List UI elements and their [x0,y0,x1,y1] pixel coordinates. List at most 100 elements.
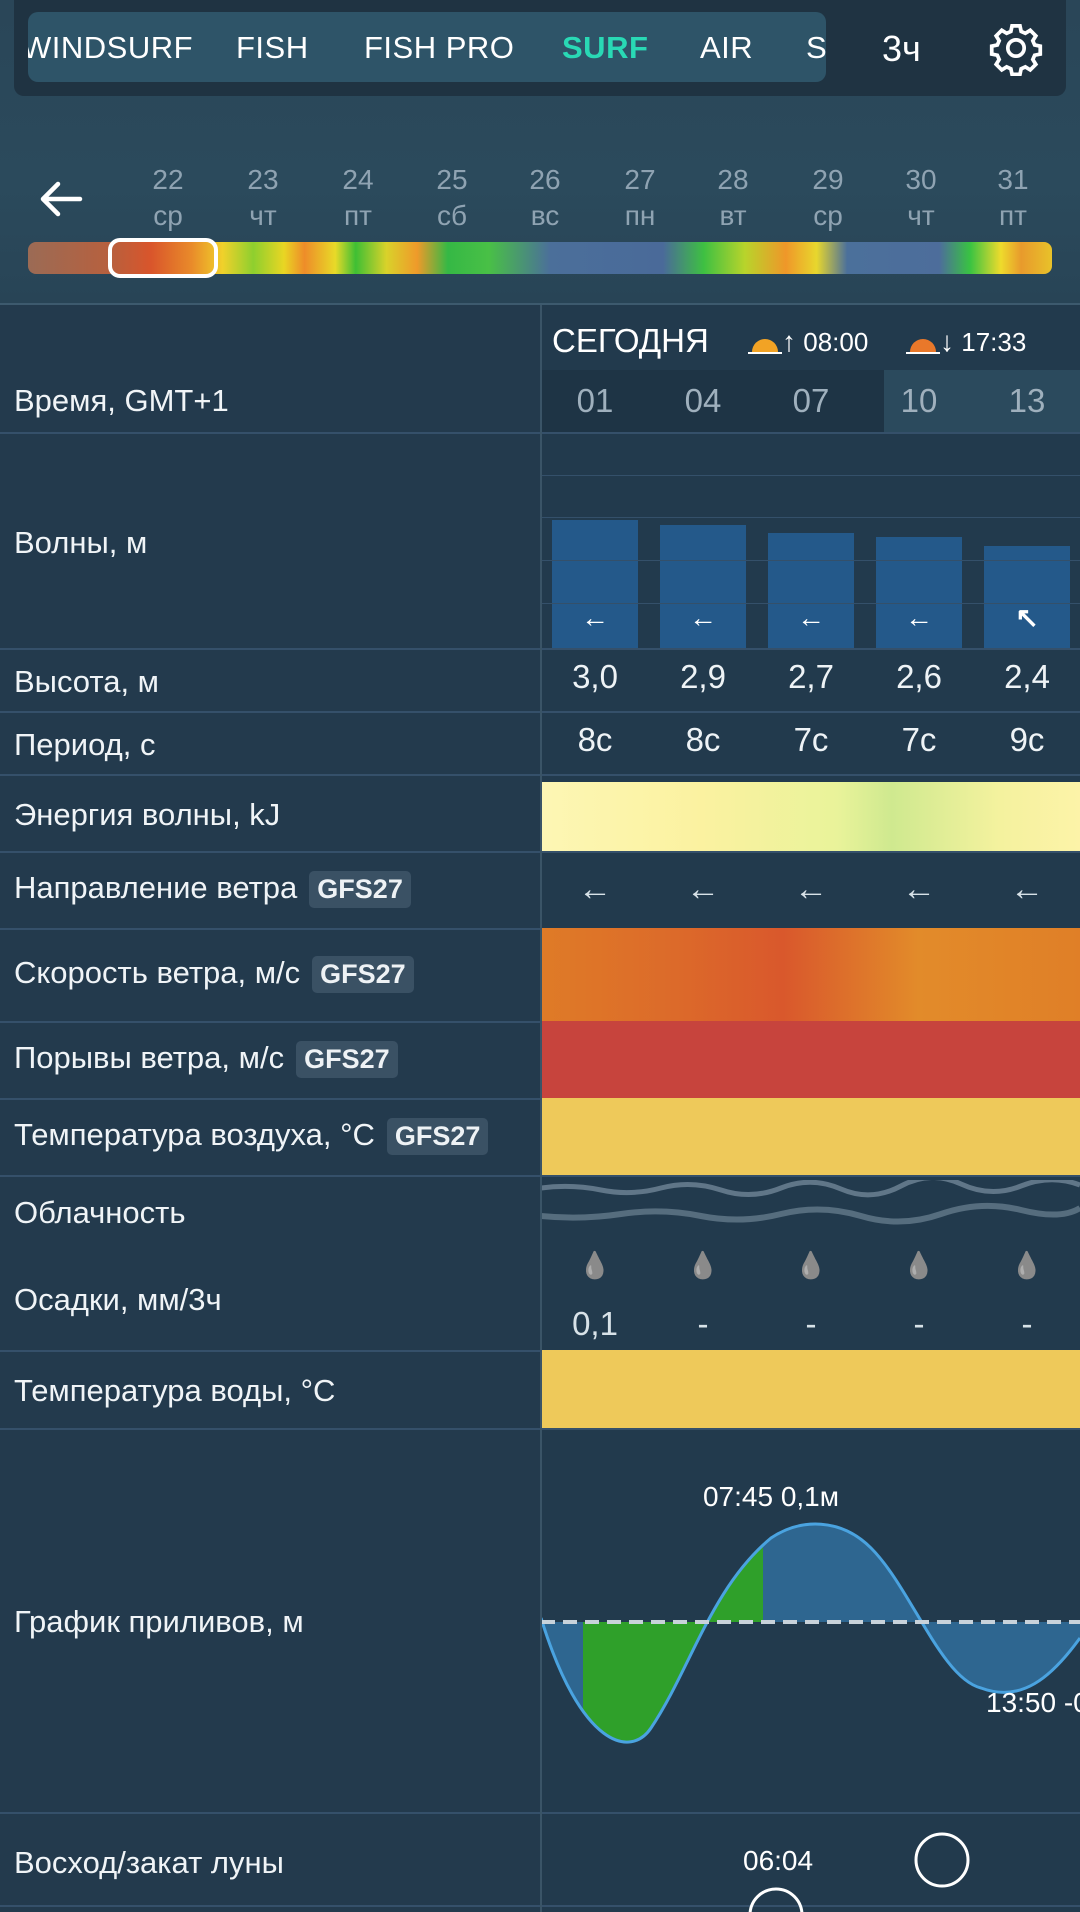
model-badge[interactable]: GFS27 [309,871,411,908]
day-31[interactable]: 31 пт [978,162,1048,234]
label-air-temp-text: Температура воздуха, °C [14,1117,375,1152]
wind-speed-band [541,928,1080,1021]
model-badge[interactable]: GFS27 [312,956,414,993]
moon-phase-icon [914,1832,970,1888]
precip-value: - [1021,1305,1033,1342]
day-number: 23 [247,164,279,195]
sunset-time: 17:33 [961,327,1027,357]
wave-height-value: 2,9 [680,658,726,695]
day-23[interactable]: 23 чт [228,162,298,234]
sunrise-arrow-icon: ↑ [782,326,796,357]
moon-time: 06:04 [743,1845,814,1876]
wave-height-value: 2,7 [788,658,834,695]
label-moon: Восход/закат луны [14,1845,284,1880]
sunrise-icon [748,339,782,355]
label-wind-direction: Направление ветра GFS27 [14,870,411,908]
raindrop-icon: 💧 [902,1250,936,1280]
tab-surf[interactable]: SURF [562,30,649,65]
timeline-selection-window[interactable] [108,238,218,278]
wave-bar: ← [876,537,962,648]
tab-air[interactable]: AIR [700,30,754,65]
tab-fish[interactable]: FISH [236,30,309,65]
wave-bar: ← [660,525,746,648]
day-number: 26 [529,164,561,195]
day-weekday: ср [813,200,843,231]
night-hours-band [541,370,884,432]
day-28[interactable]: 28 вт [698,162,768,234]
wave-height-value: 2,6 [896,658,942,695]
today-label: СЕГОДНЯ [552,322,709,359]
day-weekday: сб [436,200,468,231]
row-labels-column [0,305,540,1912]
cloud-cover-graphic [541,1180,1080,1225]
day-weekday: пт [344,200,372,231]
label-period: Период, с [14,727,156,762]
raindrop-icon: 💧 [1010,1250,1044,1280]
wave-bar: ← [552,520,638,648]
hour-cell: 01 [576,382,614,419]
day-25[interactable]: 25 сб [417,162,487,234]
back-arrow-icon[interactable] [36,174,86,224]
tab-fish-pro[interactable]: FISH PRO [364,30,515,65]
forecast-timeline-strip[interactable] [28,242,1052,274]
tide-low-label: 13:50 -0 [986,1687,1080,1718]
label-height: Высота, м [14,664,159,699]
wave-bar: ↖ [984,546,1070,648]
wave-period-value: 8с [685,721,721,758]
moon-rise-icon [748,1887,804,1912]
label-precip: Осадки, мм/3ч [14,1282,222,1317]
tide-high-label: 07:45 0,1м [703,1481,839,1512]
label-air-temp: Температура воздуха, °C GFS27 [14,1117,489,1155]
day-weekday: вт [719,200,747,231]
day-29[interactable]: 29 ср [793,162,863,234]
day-27[interactable]: 27 пн [605,162,675,234]
day-weekday: чт [249,200,277,231]
gear-icon[interactable] [988,20,1044,76]
wind-direction-icon: ← [902,870,936,908]
divider [0,303,1080,305]
wave-direction-icon: ← [905,602,933,633]
precip-value: - [697,1305,709,1342]
day-number: 28 [717,164,749,195]
label-time: Время, GMT+1 [14,383,229,418]
label-waves: Волны, м [14,525,148,560]
day-weekday: ср [153,200,183,231]
tab-more[interactable]: S [806,30,826,65]
model-badge[interactable]: GFS27 [386,1118,489,1155]
sunset-arrow-icon: ↓ [940,326,954,357]
day-26[interactable]: 26 вс [510,162,580,234]
day-30[interactable]: 30 чт [886,162,956,234]
mode-tabs: WINDSURF FISH FISH PRO SURF AIR S [28,12,826,82]
wind-direction-icon: ← [1010,870,1044,908]
tide-chart: 07:45 0,1м 13:50 -0 [541,1481,1080,1744]
day-weekday: вс [530,200,560,231]
wave-period-value: 7с [901,721,937,758]
tide-curve [541,1522,1080,1744]
column-divider [540,305,542,1912]
label-clouds: Облачность [14,1195,186,1230]
day-number: 27 [624,164,656,195]
wind-direction-icon: ← [686,870,720,908]
interval-selector[interactable]: 3ч [882,28,921,69]
hour-cell: 04 [684,382,722,419]
wave-direction-icon: ← [797,602,825,633]
label-tide: График приливов, м [14,1604,304,1639]
day-number: 25 [436,164,468,195]
day-24[interactable]: 24 пт [323,162,393,234]
air-temp-band [541,1098,1080,1175]
raindrop-icon: 💧 [686,1250,720,1280]
label-wind-speed-text: Скорость ветра, м/с [14,955,301,990]
precip-value: - [805,1305,817,1342]
hour-cell: 13 [1008,382,1046,419]
day-number: 24 [342,164,374,195]
tab-windsurf[interactable]: WINDSURF [28,30,194,65]
label-wind-speed: Скорость ветра, м/с GFS27 [14,955,414,993]
day-22[interactable]: 22 ср [133,162,203,234]
label-water-temp: Температура воды, °C [14,1373,336,1408]
wind-direction-icon: ← [794,870,828,908]
raindrop-icon: 💧 [578,1250,612,1280]
energy-band [541,782,1080,851]
day-number: 30 [905,164,937,195]
model-badge[interactable]: GFS27 [296,1041,398,1078]
day-number: 29 [812,164,844,195]
